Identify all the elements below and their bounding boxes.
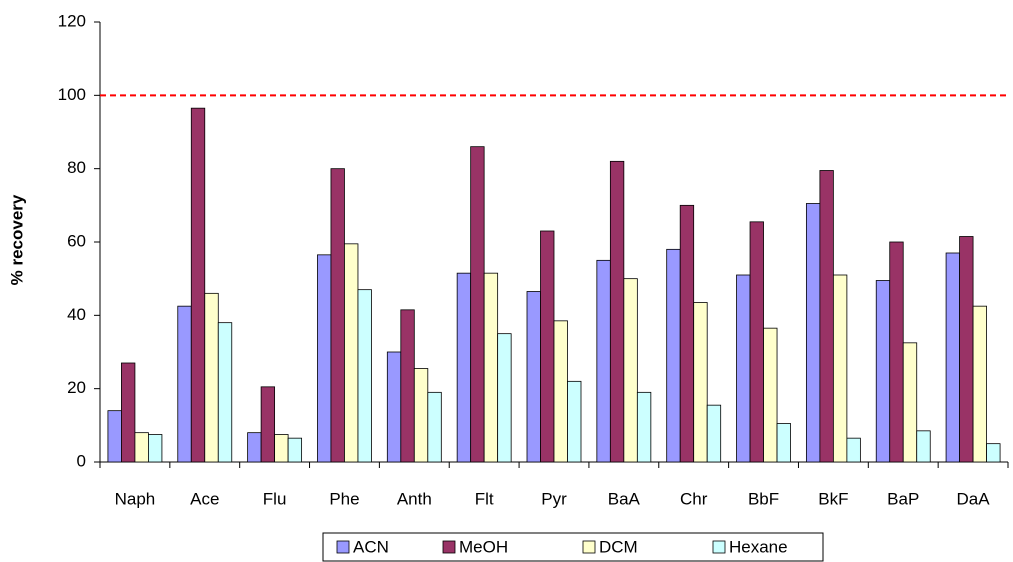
bar bbox=[832, 274, 848, 463]
legend-box bbox=[322, 532, 824, 562]
x-tick-label: Naph bbox=[115, 489, 156, 508]
bar bbox=[679, 204, 695, 463]
bar bbox=[916, 430, 931, 463]
bar bbox=[567, 380, 582, 463]
bar bbox=[217, 322, 233, 463]
bar bbox=[287, 437, 303, 463]
legend-swatch bbox=[336, 540, 350, 554]
bar bbox=[121, 362, 136, 463]
bar bbox=[247, 432, 262, 463]
y-tick-label: 0 bbox=[77, 451, 86, 470]
bar bbox=[134, 432, 149, 463]
bar bbox=[483, 272, 499, 463]
legend-swatch bbox=[582, 540, 596, 554]
bar bbox=[400, 309, 415, 463]
x-tick-label: Ace bbox=[190, 489, 219, 508]
bar bbox=[177, 305, 192, 463]
bar bbox=[666, 248, 681, 463]
bar bbox=[706, 404, 722, 463]
y-tick-label: 100 bbox=[58, 85, 86, 104]
bar bbox=[846, 437, 861, 463]
y-axis-label: % recovery bbox=[7, 194, 26, 285]
x-tick-label: Phe bbox=[329, 489, 359, 508]
bar bbox=[427, 391, 442, 463]
bar bbox=[357, 289, 372, 463]
legend-label: ACN bbox=[353, 537, 389, 556]
x-tick-label: BkF bbox=[818, 489, 848, 508]
bar bbox=[636, 391, 652, 463]
bar bbox=[190, 107, 206, 463]
bar bbox=[749, 221, 764, 463]
bar bbox=[470, 146, 485, 463]
bar bbox=[902, 342, 918, 463]
bar bbox=[889, 241, 904, 463]
bar bbox=[526, 291, 541, 463]
bar bbox=[107, 410, 122, 463]
bar bbox=[875, 280, 891, 463]
bar bbox=[317, 254, 332, 463]
legend-label: Hexane bbox=[729, 537, 788, 556]
y-tick-label: 60 bbox=[67, 231, 86, 250]
legend-label: DCM bbox=[599, 537, 638, 556]
legend-swatch bbox=[442, 540, 456, 554]
bar bbox=[776, 423, 791, 463]
bar bbox=[609, 160, 625, 463]
x-tick-label: Pyr bbox=[541, 489, 567, 508]
bar bbox=[986, 443, 1001, 463]
bar bbox=[274, 434, 289, 463]
y-tick-label: 40 bbox=[67, 305, 86, 324]
bar bbox=[344, 243, 359, 463]
x-tick-label: BbF bbox=[748, 489, 779, 508]
y-tick-label: 120 bbox=[58, 11, 86, 30]
bar bbox=[959, 236, 974, 463]
bar bbox=[623, 278, 638, 463]
legend-label: MeOH bbox=[459, 537, 508, 556]
bar bbox=[386, 351, 402, 463]
bar bbox=[693, 302, 708, 463]
y-tick-label: 80 bbox=[67, 158, 86, 177]
bar bbox=[497, 333, 512, 463]
bar bbox=[819, 170, 834, 463]
legend-swatch bbox=[712, 540, 726, 554]
bar bbox=[456, 272, 472, 463]
x-tick-label: Flt bbox=[475, 489, 494, 508]
x-tick-label: BaA bbox=[608, 489, 641, 508]
bar bbox=[763, 327, 778, 463]
bar bbox=[945, 252, 960, 463]
y-tick-label: 20 bbox=[67, 378, 86, 397]
bar bbox=[260, 386, 276, 463]
bar bbox=[596, 259, 611, 463]
x-tick-label: Chr bbox=[680, 489, 708, 508]
bar bbox=[540, 230, 555, 463]
bar bbox=[736, 274, 751, 463]
bar bbox=[413, 368, 429, 463]
bar bbox=[330, 168, 345, 463]
x-tick-label: Anth bbox=[397, 489, 432, 508]
bar bbox=[553, 320, 568, 463]
x-tick-label: BaP bbox=[887, 489, 919, 508]
bar bbox=[805, 203, 821, 463]
bar bbox=[204, 292, 219, 463]
bar bbox=[148, 434, 163, 463]
bar bbox=[972, 305, 987, 463]
x-tick-label: Flu bbox=[263, 489, 287, 508]
x-tick-label: DaA bbox=[957, 489, 991, 508]
